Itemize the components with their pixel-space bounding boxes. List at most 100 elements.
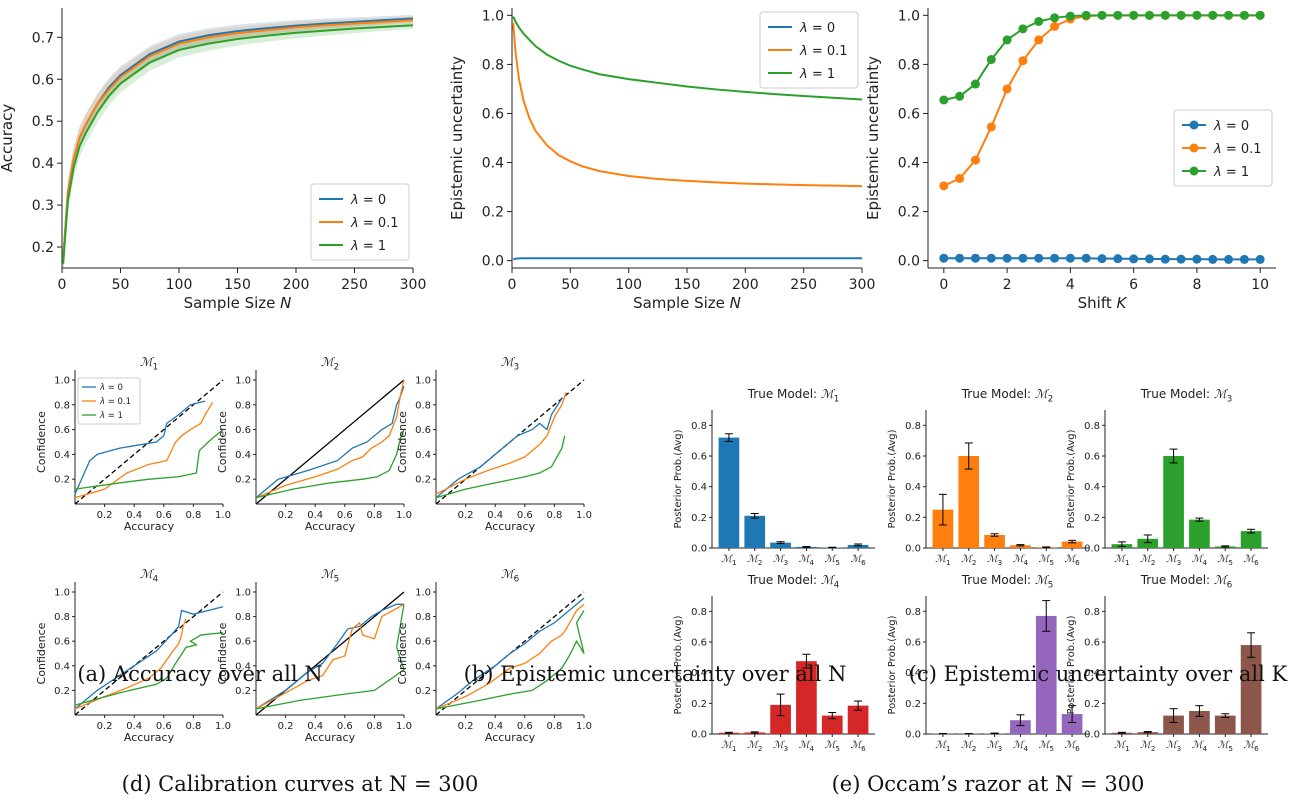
x-tick-label: ℳ5	[1039, 554, 1054, 567]
y-tick-label: 0.6	[235, 425, 251, 436]
legend-value: = 1	[359, 239, 386, 254]
series-point	[1192, 11, 1201, 20]
y-tick-label: 0.6	[905, 638, 921, 649]
panel-title: True Model: ℳ1	[747, 387, 840, 405]
x-tick-label: ℳ5	[825, 554, 840, 567]
model-subscript: 5	[1048, 581, 1054, 591]
x-tick-label: 250	[341, 277, 368, 293]
y-axis-label: Confidence	[396, 411, 409, 473]
y-tick-label: 0.4	[235, 450, 251, 461]
y-tick-label: 0.0	[905, 730, 921, 741]
x-tick-label: 250	[790, 277, 817, 293]
y-tick-label: 0.2	[235, 686, 251, 697]
y-tick-label: 1.0	[235, 376, 251, 387]
bar	[744, 516, 765, 548]
x-tick-label: ℳ1	[935, 554, 950, 567]
x-tick-label: ℳ5	[1218, 740, 1233, 753]
x-axis-label-var: N	[280, 294, 291, 312]
x-axis-label: Shift K	[1078, 294, 1128, 312]
model-subscript: 1	[946, 558, 951, 567]
x-tick-label: 2	[1003, 277, 1012, 293]
x-tick-label: ℳ2	[1140, 554, 1155, 567]
legend-label: λ = 1	[350, 239, 386, 254]
y-tick-label: 1.0	[415, 588, 431, 599]
panel-title: ℳ5	[321, 567, 339, 585]
x-axis-label-text: Sample Size	[184, 294, 281, 312]
calibration-curve	[436, 399, 562, 498]
x-tick-label: ℳ6	[1064, 740, 1080, 753]
y-tick-label: 0.8	[415, 400, 431, 411]
x-tick-label: 300	[400, 277, 427, 293]
y-axis-label: Confidence	[216, 411, 229, 473]
y-tick-label: 1.0	[54, 376, 70, 387]
legend-symbol: λ	[799, 44, 808, 59]
x-tick-label: 0.8	[366, 510, 382, 521]
series-point	[1177, 11, 1186, 20]
x-tick-label: ℳ2	[961, 740, 976, 753]
x-tick-label: ℳ5	[825, 740, 840, 753]
series-point	[1050, 254, 1059, 263]
y-tick-label: 0.2	[54, 686, 70, 697]
title-prefix: True Model:	[961, 387, 1035, 401]
y-axis-label: Accuracy	[0, 104, 16, 173]
legend-label: λ = 0.1	[99, 397, 131, 407]
x-tick-label: ℳ6	[1243, 740, 1259, 753]
series-point	[1098, 254, 1107, 263]
y-tick-label: 0.6	[415, 425, 431, 436]
model-subscript: 2	[972, 744, 977, 753]
model-subscript: 6	[861, 744, 866, 753]
model-subscript: 2	[758, 744, 763, 753]
y-tick-label: 0.6	[691, 452, 707, 463]
bar	[958, 456, 979, 548]
bar	[1189, 520, 1210, 548]
series-point	[939, 254, 948, 263]
series-point	[1018, 56, 1027, 65]
x-tick-label: 150	[674, 277, 701, 293]
legend-value: = 0	[808, 21, 835, 36]
legend-marker	[1190, 144, 1199, 153]
x-tick-label: 0.8	[185, 721, 201, 732]
y-tick-label: 0.0	[482, 254, 504, 270]
x-tick-label: ℳ6	[850, 740, 866, 753]
x-tick-label: 10	[1251, 277, 1269, 293]
model-subscript: 6	[1075, 744, 1080, 753]
model-subscript: 2	[334, 363, 340, 373]
x-tick-label: 150	[224, 277, 251, 293]
panel-title: True Model: ℳ4	[747, 573, 840, 591]
model-subscript: 3	[998, 744, 1003, 753]
bar	[719, 438, 740, 548]
y-tick-label: 0.4	[691, 482, 707, 493]
x-tick-label: 1.0	[396, 721, 412, 732]
series-point	[1082, 254, 1091, 263]
model-subscript: 5	[1049, 744, 1054, 753]
model-subscript: 1	[1125, 744, 1130, 753]
x-tick-label: 0.8	[185, 510, 201, 521]
series-point	[1066, 12, 1075, 21]
model-subscript: 6	[1254, 558, 1259, 567]
caption-a: (a) Accuracy over all N	[77, 662, 322, 686]
model-subscript: 3	[1177, 744, 1182, 753]
y-tick-label: 0.3	[32, 198, 54, 214]
legend-value: = 0	[359, 193, 386, 208]
series-point	[1240, 11, 1249, 20]
x-tick-label: 8	[1192, 277, 1201, 293]
y-tick-label: 0.8	[54, 400, 70, 411]
y-tick-label: 0.4	[415, 450, 431, 461]
series-point	[1145, 11, 1154, 20]
x-tick-label: 4	[1066, 277, 1075, 293]
model-subscript: 4	[1202, 744, 1207, 753]
series-point	[1177, 255, 1186, 264]
y-tick-label: 0.2	[898, 205, 920, 221]
panel-title: ℳ1	[140, 355, 158, 373]
y-tick-label: 0.4	[54, 661, 70, 672]
series-line	[513, 258, 862, 259]
legend-label: λ = 0	[99, 383, 123, 393]
series-point	[1256, 255, 1265, 264]
y-tick-label: 0.2	[415, 475, 431, 486]
legend-label: λ = 1	[1213, 165, 1249, 180]
series-point	[939, 95, 948, 104]
y-axis-label: Confidence	[35, 411, 48, 473]
y-tick-label: 1.0	[54, 588, 70, 599]
x-tick-label: 1.0	[576, 721, 592, 732]
